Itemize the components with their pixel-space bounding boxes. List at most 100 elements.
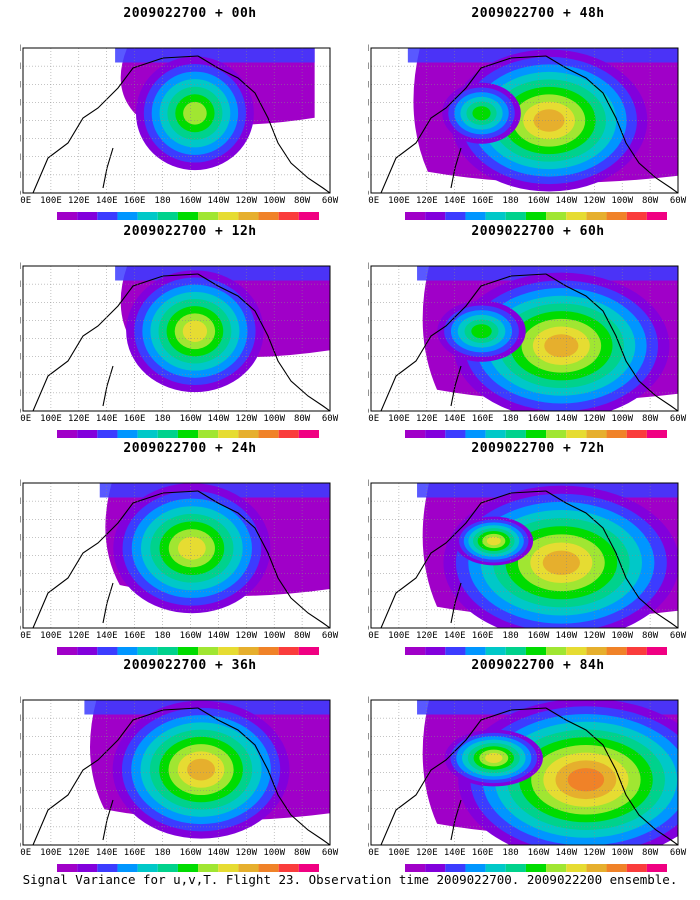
colorbar-label: 2.2	[81, 441, 94, 442]
y-tick-label: 50N	[20, 533, 21, 543]
coastline-north-america	[197, 707, 330, 845]
y-tick-label: 40N	[368, 769, 369, 779]
y-tick-label: 30N	[368, 570, 369, 580]
y-tick-label: 60N	[20, 298, 21, 308]
colorbar-label: 1.8	[61, 441, 74, 442]
variance-map: 80E 100E 120E 140E 160E 180 160W 140W 120W 100W 80…	[20, 44, 339, 224]
y-tick-label: 50N	[20, 750, 21, 760]
colorbar-label: 5.1	[141, 658, 154, 659]
colorbar-label: 29	[285, 441, 293, 442]
y-tick-label: 50N	[20, 316, 21, 326]
x-tick-label: 140W	[556, 631, 578, 641]
x-tick-label: 180	[154, 196, 170, 206]
x-tick-label: 140W	[208, 631, 230, 641]
colorbar-swatch	[525, 864, 547, 872]
x-tick-label: 160E	[472, 196, 494, 206]
x-tick-label: 140E	[444, 848, 466, 858]
x-tick-label: 80W	[294, 414, 311, 424]
colorbar-label: 1.8	[409, 875, 422, 876]
colorbar-swatch	[238, 864, 259, 872]
variance-contour	[486, 536, 501, 546]
y-tick-label: 80N	[20, 696, 21, 706]
panel-title: 2009022700 + 48h	[471, 6, 605, 21]
x-tick-label: 100W	[263, 631, 285, 641]
colorbar-swatch	[525, 212, 547, 220]
x-tick-label: 100E	[388, 631, 410, 641]
colorbar-swatch	[177, 430, 199, 438]
y-tick-label: 30N	[368, 787, 369, 797]
colorbar-label: 21	[612, 875, 620, 876]
colorbar-swatch	[57, 864, 78, 872]
x-tick-label: 160E	[124, 196, 146, 206]
colorbar-swatch	[157, 212, 178, 220]
colorbar-label: 21	[612, 658, 620, 659]
panel-title: 2009022700 + 00h	[123, 6, 257, 21]
colorbar-label: 21	[264, 223, 272, 224]
x-tick-label: 160W	[528, 631, 550, 641]
colorbar-label: 2.2	[429, 441, 442, 442]
colorbar-swatch	[626, 212, 647, 220]
coastline-asia	[32, 490, 199, 628]
colorbar-swatch	[298, 864, 319, 872]
x-tick-label: 160E	[472, 631, 494, 641]
colorbar-label: 6.3	[162, 875, 175, 876]
variance-contour	[177, 536, 206, 560]
colorbar-swatch	[137, 864, 158, 872]
colorbar-label: 9	[206, 223, 210, 224]
y-tick-label: 60N	[368, 80, 369, 90]
y-tick-label: 80N	[368, 44, 369, 54]
colorbar-swatch	[505, 647, 526, 655]
y-tick-label: 50N	[368, 533, 369, 543]
colorbar-swatch	[198, 864, 219, 872]
x-tick-label: 80W	[294, 196, 311, 206]
colorbar-label: 2.2	[429, 223, 442, 224]
map-panel: 2009022700 + 72h 80E 100E 120E 140E 160E 180 16…	[368, 441, 700, 663]
x-tick-label: 140W	[556, 848, 578, 858]
colorbar-label: 40	[653, 223, 661, 224]
y-tick-label: 20N	[368, 805, 369, 815]
colorbar-label: 7.5	[182, 875, 195, 876]
x-tick-label: 100E	[40, 848, 62, 858]
colorbar-label: 6.3	[162, 223, 175, 224]
x-tick-label: 60W	[322, 196, 339, 206]
coastline-asia	[32, 273, 199, 411]
x-tick-label: 100W	[611, 631, 633, 641]
colorbar-label: 40	[305, 441, 313, 442]
figure-caption: Signal Variance for u,v,T. Flight 23. Ob…	[22, 872, 678, 887]
colorbar-swatch	[626, 647, 647, 655]
variance-contour	[544, 334, 579, 358]
colorbar-label: 5.1	[489, 441, 502, 442]
x-tick-label: 120E	[68, 848, 90, 858]
colorbar-label: 3.1	[449, 223, 462, 224]
colorbar-swatch	[546, 212, 567, 220]
x-tick-label: 60W	[670, 414, 687, 424]
x-tick-label: 80E	[20, 196, 31, 206]
variance-contour	[472, 106, 491, 121]
colorbar-swatch	[606, 212, 627, 220]
colorbar-label: 4	[473, 441, 477, 442]
variance-map: 80E 100E 120E 140E 160E 180 160W 140W 120W 100W 80…	[368, 44, 687, 224]
x-tick-label: 100W	[263, 848, 285, 858]
colorbar-label: 4	[125, 875, 129, 876]
x-tick-label: 140W	[556, 414, 578, 424]
colorbar-label: 21	[612, 223, 620, 224]
colorbar-label: 40	[305, 658, 313, 659]
colorbar-swatch	[298, 430, 319, 438]
y-tick-label: 80N	[368, 479, 369, 489]
colorbar-swatch	[218, 212, 239, 220]
colorbar-swatch	[77, 212, 98, 220]
colorbar-label: 11	[572, 441, 580, 442]
colorbar-label: 14	[592, 223, 600, 224]
colorbar-swatch	[405, 430, 426, 438]
x-tick-label: 140E	[444, 631, 466, 641]
panel-title: 2009022700 + 12h	[123, 224, 257, 239]
y-tick-label: 40N	[20, 335, 21, 345]
coastline-north-america	[545, 707, 678, 845]
colorbar-swatch	[586, 430, 607, 438]
x-tick-label: 140E	[444, 414, 466, 424]
colorbar-label: 9	[554, 223, 558, 224]
y-tick-label: 10N	[20, 171, 21, 181]
x-tick-label: 140W	[208, 196, 230, 206]
x-tick-label: 140E	[96, 848, 118, 858]
y-tick-label: 30N	[368, 135, 369, 145]
